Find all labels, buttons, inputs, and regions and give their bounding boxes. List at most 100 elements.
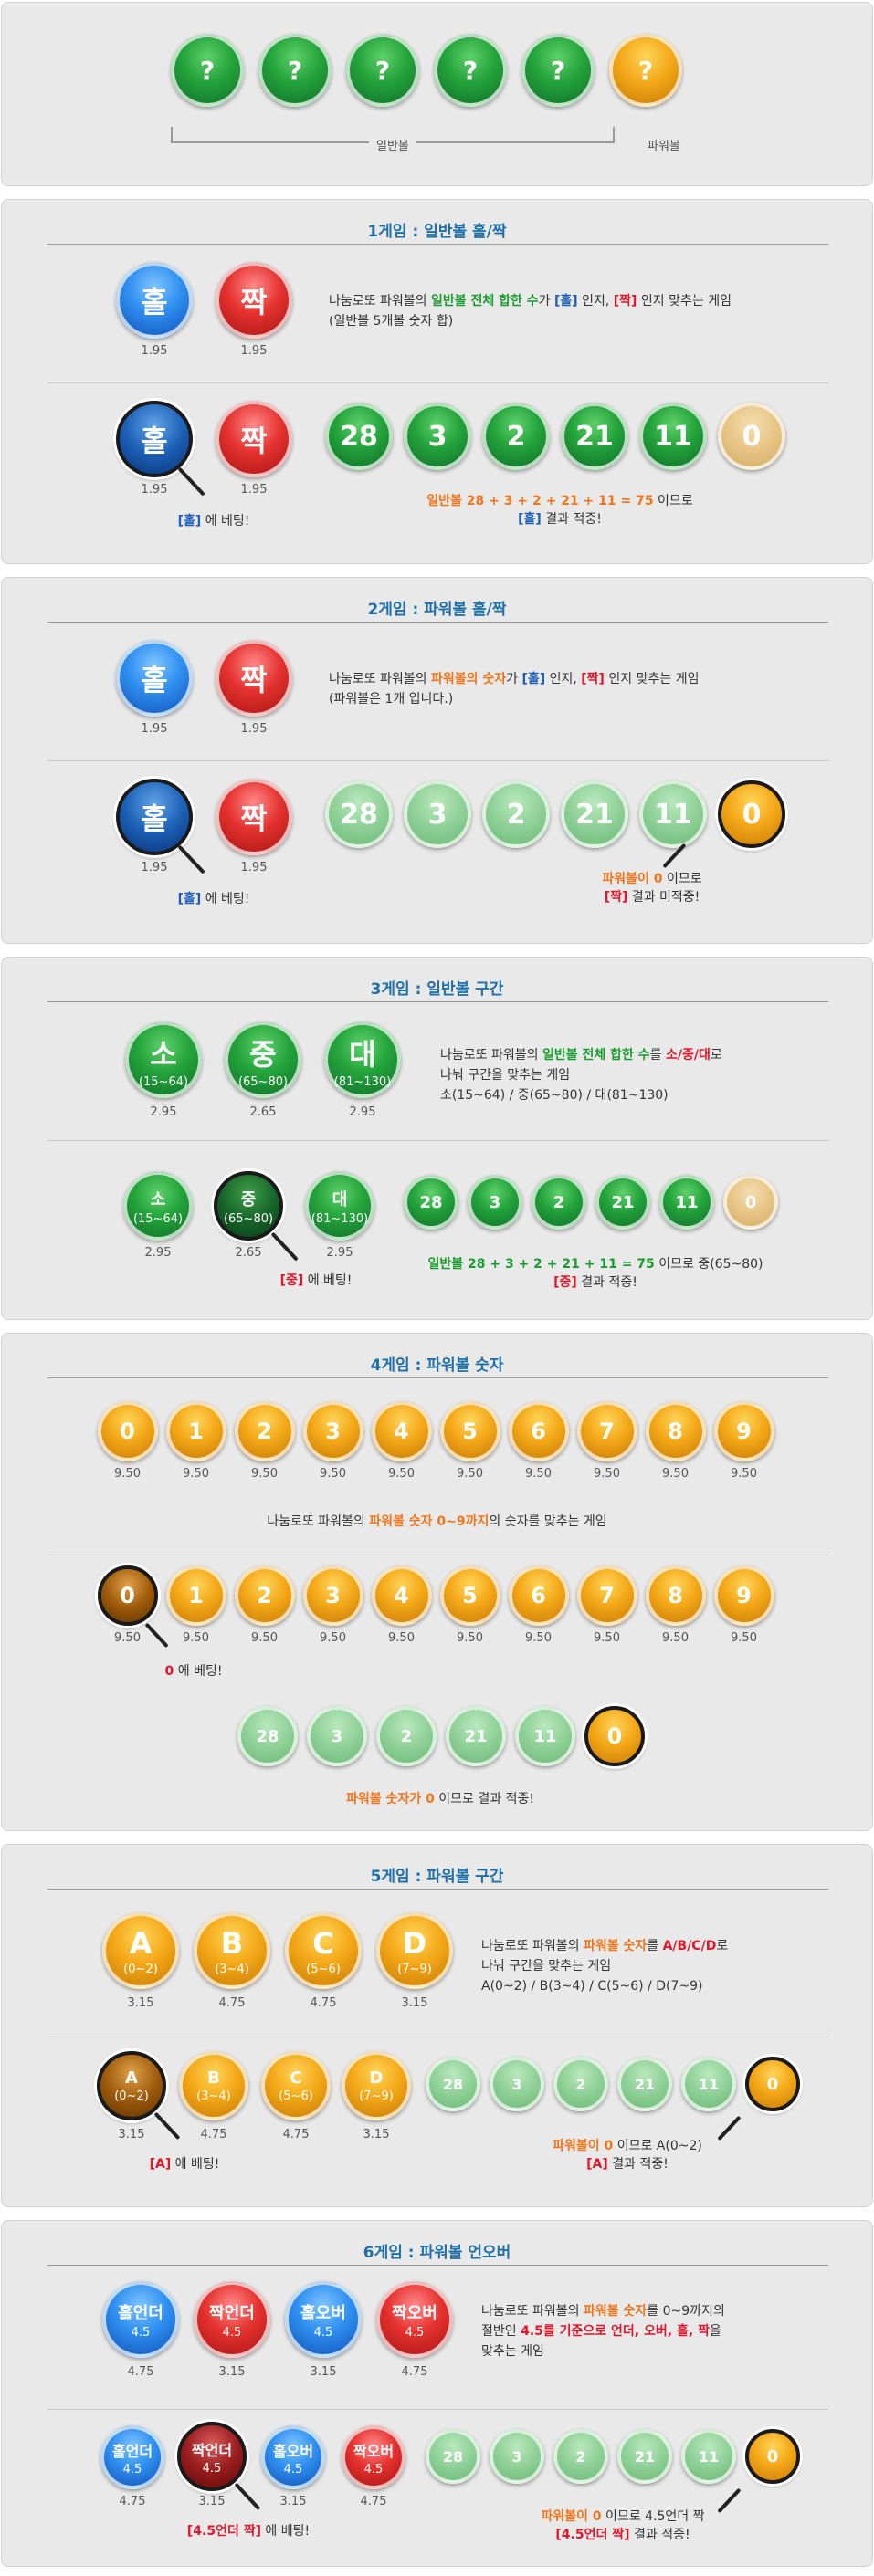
game1-odd-option[interactable]: 홀 — [116, 262, 193, 339]
game6-even-under[interactable]: 짝언더 4.5 — [194, 2281, 270, 2358]
drawn-ball: 21 — [561, 780, 628, 848]
game2-odd-selected[interactable]: 홀 — [116, 779, 193, 855]
game5-range-d-odds-2: 3.15 — [363, 2128, 390, 2141]
number-option[interactable]: 8 9.50 — [644, 1565, 707, 1645]
game6-odd-under[interactable]: 홀언더 4.5 — [102, 2281, 179, 2358]
number-option[interactable]: 5 9.50 — [438, 1565, 501, 1645]
game3-small-option-2[interactable]: 소 (15~64) — [123, 1171, 193, 1241]
game6-odd-under-2[interactable]: 홀언더 4.5 — [100, 2425, 164, 2489]
game3-small-option[interactable]: 소 (15~64) — [125, 1021, 202, 1098]
number-option[interactable]: 3 9.50 — [301, 1401, 364, 1481]
game1-title: 1게임 : 일반볼 홀/짝 — [367, 223, 507, 241]
game1-even-option[interactable]: 짝 — [216, 262, 292, 339]
number-option-selected[interactable]: 0 9.50 — [96, 1565, 159, 1645]
number-ball[interactable]: 2 — [234, 1565, 295, 1626]
game5-range-a-selected[interactable]: A (0~2) — [97, 2051, 166, 2120]
number-option[interactable]: 8 9.50 — [644, 1401, 707, 1481]
game1-even-odds-2: 1.95 — [240, 483, 268, 497]
number-ball[interactable]: 5 — [439, 1565, 500, 1626]
number-odds: 9.50 — [183, 1631, 209, 1645]
game2-odd-option[interactable]: 홀 — [116, 640, 193, 717]
number-odds: 9.50 — [525, 1631, 552, 1645]
drawn-ball: 3 — [490, 2057, 544, 2111]
number-ball[interactable]: 6 — [508, 1401, 569, 1461]
game6-even-under-selected[interactable]: 짝언더 4.5 — [177, 2422, 247, 2491]
game3-large-option-2[interactable]: 대 (81~130) — [305, 1171, 374, 1241]
number-ball[interactable]: 5 — [439, 1401, 500, 1461]
game5-range-b-2[interactable]: B (3~4) — [179, 2051, 248, 2120]
game6-odd-under-odds-2: 4.75 — [119, 2495, 146, 2508]
game1-odd-odds: 1.95 — [141, 344, 168, 358]
number-option[interactable]: 9 9.50 — [712, 1401, 775, 1481]
game2-even-option[interactable]: 짝 — [216, 640, 292, 717]
number-ball[interactable]: 3 — [302, 1401, 363, 1461]
game2-title: 2게임 : 파워볼 홀/짝 — [367, 601, 507, 619]
game5-range-a[interactable]: A (0~2) — [102, 1912, 179, 1989]
game6-odd-over-2[interactable]: 홀오버 4.5 — [261, 2425, 325, 2489]
number-option[interactable]: 2 9.50 — [233, 1565, 296, 1645]
number-option[interactable]: 9 9.50 — [712, 1565, 775, 1645]
game5-range-c[interactable]: C (5~6) — [285, 1912, 362, 1989]
number-ball[interactable]: 9 — [713, 1565, 774, 1626]
game6-even-over-2[interactable]: 짝오버 4.5 — [342, 2425, 405, 2489]
game1-odd-selected[interactable]: 홀 — [116, 401, 193, 477]
game5-range-b[interactable]: B (3~4) — [194, 1912, 270, 1989]
game2-even-option-2[interactable]: 짝 — [216, 779, 292, 855]
number-option[interactable]: 7 9.50 — [575, 1565, 638, 1645]
game2-panel: 2게임 : 파워볼 홀/짝 홀 1.95 짝 1.95 나눔로또 파워볼의 파워… — [1, 577, 873, 944]
number-odds: 9.50 — [731, 1467, 757, 1481]
number-option[interactable]: 4 9.50 — [370, 1401, 433, 1481]
number-ball[interactable]: 1 — [165, 1565, 226, 1626]
number-ball[interactable]: 1 — [165, 1401, 226, 1461]
number-option[interactable]: 6 9.50 — [507, 1401, 570, 1481]
game3-medium-odds: 2.65 — [249, 1105, 277, 1119]
game3-large-option[interactable]: 대 (81~130) — [324, 1021, 401, 1098]
game3-medium-option[interactable]: 중 (65~80) — [225, 1021, 301, 1098]
drawn-ball: 28 — [325, 780, 393, 848]
number-ball[interactable]: 9 — [713, 1401, 774, 1461]
game1-description: 나눔로또 파워볼의 일반볼 전체 합한 수가 [홀] 인지, [짝] 인지 맞추… — [329, 294, 732, 329]
game5-range-d[interactable]: D (7~9) — [376, 1912, 453, 1989]
number-option[interactable]: 4 9.50 — [370, 1565, 433, 1645]
number-option[interactable]: 7 9.50 — [575, 1401, 638, 1481]
regular-balls-label: 일반볼 — [369, 136, 416, 153]
number-option[interactable]: 3 9.50 — [301, 1565, 364, 1645]
game6-drawn-balls: 28 3 2 21 11 0 — [426, 2429, 800, 2484]
number-ball[interactable]: 6 — [508, 1565, 569, 1626]
number-ball[interactable]: 4 — [371, 1401, 432, 1461]
game6-panel: 6게임 : 파워볼 언오버 홀언더 4.5 4.75 짝언더 4.5 3.15 홀오… — [1, 2220, 873, 2567]
game5-range-c-odds-2: 4.75 — [282, 2128, 310, 2141]
game1-even-option-2[interactable]: 짝 — [216, 401, 292, 477]
number-ball[interactable]: 4 — [371, 1565, 432, 1626]
drawn-ball: 3 — [468, 1175, 522, 1230]
drawn-ball: 21 — [561, 403, 628, 470]
number-option[interactable]: 0 9.50 — [96, 1401, 159, 1481]
number-ball[interactable]: 7 — [576, 1565, 637, 1626]
drawn-ball: 2 — [553, 2429, 608, 2484]
game2-title-rule — [47, 622, 828, 623]
game6-even-over[interactable]: 짝오버 4.5 — [376, 2281, 453, 2358]
number-odds: 9.50 — [457, 1631, 483, 1645]
game3-medium-selected[interactable]: 중 (65~80) — [214, 1171, 283, 1241]
drawn-power-ball-selected: 0 — [584, 1706, 645, 1766]
drawn-ball: 3 — [490, 2429, 544, 2484]
number-option[interactable]: 5 9.50 — [438, 1401, 501, 1481]
game5-range-a-odds-2: 3.15 — [118, 2128, 145, 2141]
number-ball[interactable]: 7 — [576, 1401, 637, 1461]
number-ball[interactable]: 8 — [645, 1401, 706, 1461]
number-odds: 9.50 — [114, 1467, 141, 1481]
game6-odd-under-odds: 4.75 — [127, 2365, 154, 2379]
game5-range-d-2[interactable]: D (7~9) — [342, 2051, 411, 2120]
number-ball[interactable]: 0 — [97, 1401, 158, 1461]
number-ball[interactable]: 3 — [302, 1565, 363, 1626]
number-option[interactable]: 1 9.50 — [164, 1565, 227, 1645]
number-ball[interactable]: 8 — [645, 1565, 706, 1626]
number-option[interactable]: 6 9.50 — [507, 1565, 570, 1645]
number-option[interactable]: 2 9.50 — [233, 1401, 296, 1481]
number-ball[interactable]: 2 — [234, 1401, 295, 1461]
number-ball-selected[interactable]: 0 — [97, 1565, 158, 1626]
game6-odd-over[interactable]: 홀오버 4.5 — [285, 2281, 362, 2358]
number-option[interactable]: 1 9.50 — [164, 1401, 227, 1481]
drawn-power-ball-selected: 0 — [745, 2429, 800, 2484]
game5-range-c-2[interactable]: C (5~6) — [261, 2051, 331, 2120]
